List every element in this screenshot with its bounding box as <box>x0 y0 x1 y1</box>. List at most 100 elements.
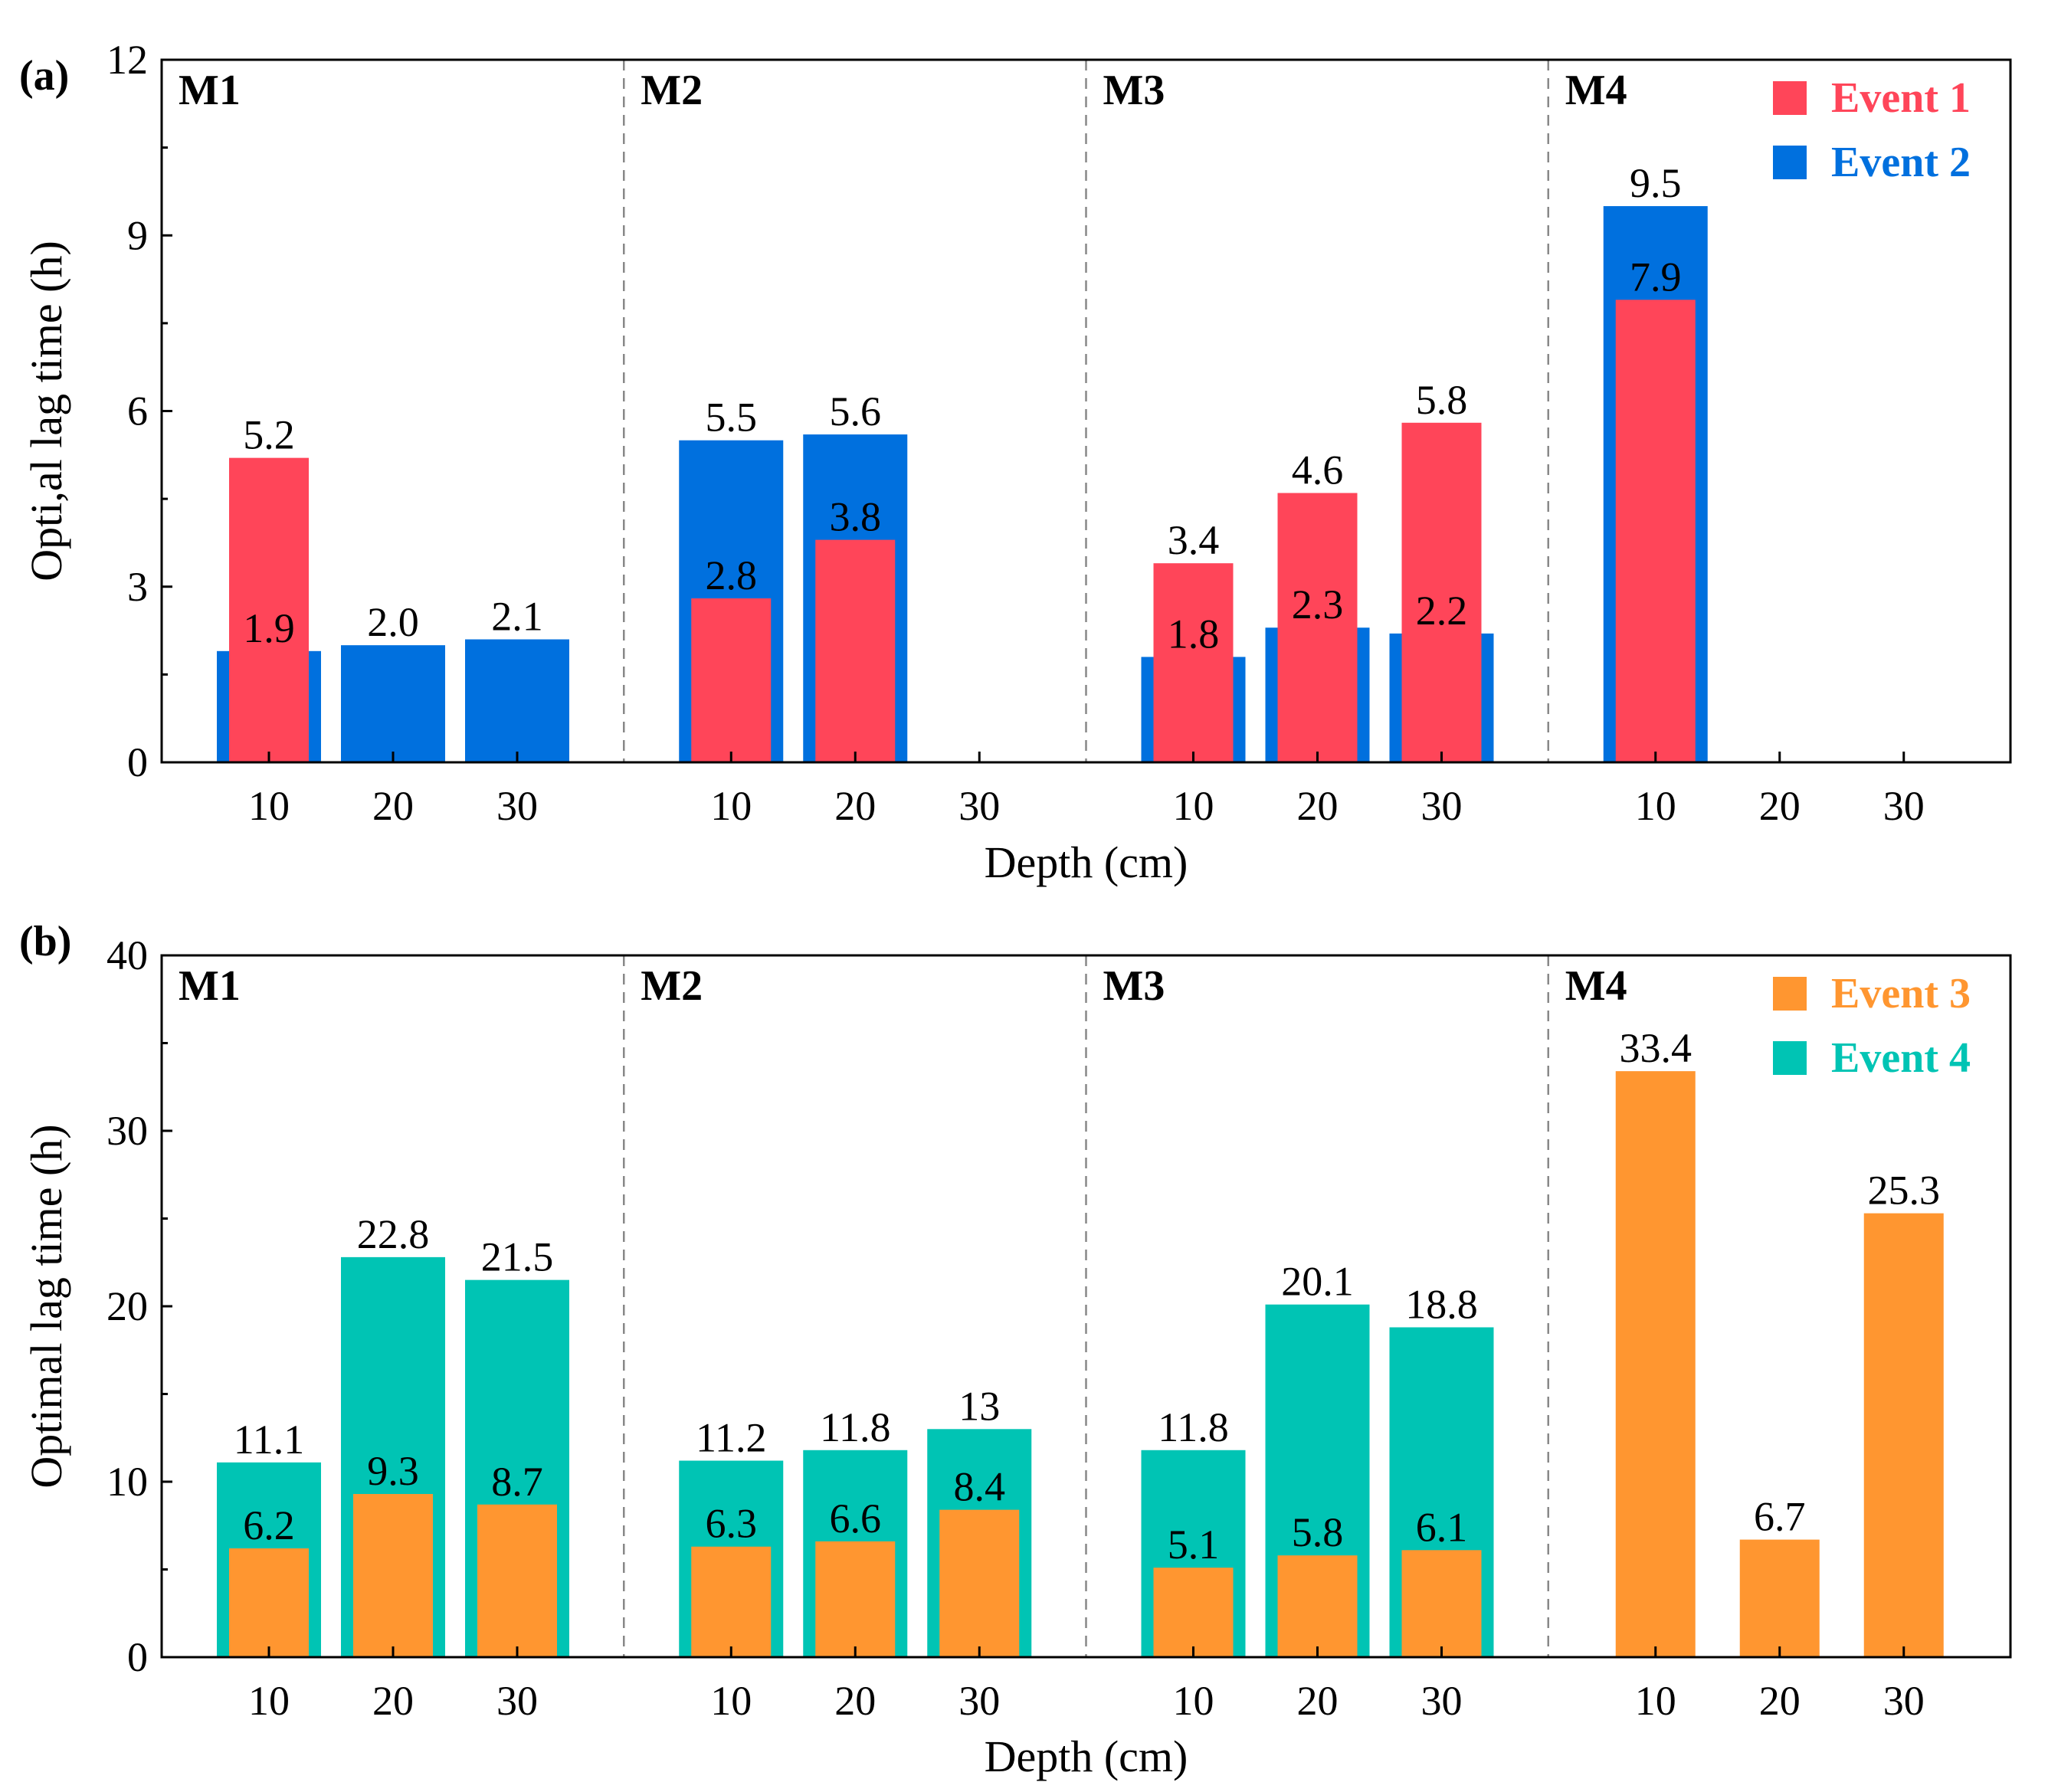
panel-b-group-label-m3: M3 <box>1103 962 1165 1010</box>
panel-a-bar-event-1 <box>229 457 309 762</box>
panel-a-x-tick-label: 30 <box>496 783 538 829</box>
panel-a-x-tick-label: 30 <box>1421 783 1463 829</box>
panel-b-data-label-event-3: 8.4 <box>954 1464 1006 1510</box>
panel-a-data-label-event-2: 9.5 <box>1630 160 1682 206</box>
panel-a-group-label-m3: M3 <box>1103 67 1165 114</box>
panel-b-bar-event-3 <box>1277 1555 1358 1657</box>
panel-a-bar-event-1 <box>1153 563 1234 762</box>
panel-b-data-label-event-4: 11.1 <box>234 1417 305 1463</box>
panel-b-data-label-event-3: 6.2 <box>243 1502 295 1548</box>
panel-b-x-axis-title: Depth (cm) <box>985 1731 1188 1781</box>
panel-a-bar-event-1 <box>691 598 772 762</box>
panel-b-data-label-event-4: 21.5 <box>481 1234 554 1280</box>
panel-b-data-label-event-3: 8.7 <box>491 1459 543 1505</box>
panel-b-x-tick-label: 30 <box>958 1678 1000 1724</box>
panel-a-legend-label-event-1: Event 1 <box>1831 74 1971 122</box>
panel-b-bar-event-3 <box>1615 1071 1696 1657</box>
panel-b-legend-label-event-3: Event 3 <box>1831 970 1971 1017</box>
panel-b-group-label-m4: M4 <box>1565 962 1627 1010</box>
panel-a-data-label-event-2: 2.3 <box>1292 581 1344 627</box>
panel-b-data-label-event-4: 13 <box>958 1383 1000 1429</box>
panel-b-legend-label-event-4: Event 4 <box>1831 1034 1971 1082</box>
panel-a-data-label-event-1: 5.8 <box>1416 377 1468 423</box>
panel-a-x-tick-label: 10 <box>1635 783 1676 829</box>
panel-a-data-label-event-2: 5.5 <box>706 395 758 441</box>
panel-b-bar-event-3 <box>939 1509 1020 1657</box>
panel-a-legend-label-event-2: Event 2 <box>1831 139 1971 186</box>
panel-a-data-label-event-1: 2.8 <box>706 552 758 598</box>
panel-b-bar-event-3 <box>1863 1213 1944 1657</box>
panel-b-legend-swatch-event-3 <box>1773 977 1807 1011</box>
panel-a-legend-swatch-event-1 <box>1773 81 1807 115</box>
panel-a-x-tick-label: 10 <box>1173 783 1214 829</box>
panel-b-legend-swatch-event-4 <box>1773 1041 1807 1075</box>
panel-a-data-label-event-2: 1.9 <box>243 605 295 651</box>
panel-a-x-tick-label: 30 <box>1883 783 1925 829</box>
panel-b-x-tick-label: 20 <box>1297 1678 1339 1724</box>
panel-a-y-tick-label: 6 <box>127 388 148 434</box>
panel-a-x-tick-label: 20 <box>834 783 876 829</box>
panel-b-data-label-event-3: 6.3 <box>706 1501 758 1547</box>
panel-a-y-tick-label: 9 <box>127 212 148 258</box>
panel-a-data-label-event-2: 1.8 <box>1168 611 1220 657</box>
panel-b-data-label-event-4: 22.8 <box>357 1211 430 1257</box>
panel-b-x-tick-label: 10 <box>1635 1678 1676 1724</box>
panel-a-group-label-m2: M2 <box>641 67 703 114</box>
panel-a-data-label-event-2: 2.1 <box>491 594 543 640</box>
panel-b-data-label-event-3: 5.8 <box>1292 1509 1344 1555</box>
panel-b-x-tick-label: 10 <box>1173 1678 1214 1724</box>
panel-b-bar-event-3 <box>691 1546 772 1657</box>
panel-b-data-label-event-4: 18.8 <box>1405 1281 1478 1327</box>
panel-b-bar-event-3 <box>477 1504 557 1657</box>
panel-b-data-label-event-3: 5.1 <box>1168 1522 1220 1568</box>
panel-b-data-label-event-3: 9.3 <box>367 1448 419 1494</box>
panel-b-bar-event-3 <box>815 1541 896 1657</box>
panel-b-y-tick-label: 40 <box>106 932 148 978</box>
panel-a-data-label-event-2: 2.0 <box>367 599 419 645</box>
panel-a-data-label-event-2: 5.6 <box>830 388 882 434</box>
panel-a-x-axis-title: Depth (cm) <box>985 837 1188 887</box>
panel-b-x-tick-label: 30 <box>1883 1678 1925 1724</box>
panel-b-bar-event-3 <box>1739 1539 1820 1657</box>
panel-b-data-label-event-3: 6.7 <box>1754 1494 1806 1540</box>
panel-b-data-label-event-3: 6.1 <box>1416 1504 1468 1550</box>
panel-b-x-tick-label: 20 <box>834 1678 876 1724</box>
panel-a-x-tick-label: 10 <box>710 783 752 829</box>
panel-b-y-tick-label: 20 <box>106 1283 148 1329</box>
panel-a-y-tick-label: 3 <box>127 564 148 610</box>
panel-a-legend-swatch-event-2 <box>1773 146 1807 179</box>
panel-a-x-tick-label: 20 <box>1759 783 1801 829</box>
panel-b-bar-event-3 <box>1153 1568 1234 1657</box>
panel-a-bar-event-1 <box>1615 300 1696 762</box>
panel-a-data-label-event-1: 3.8 <box>830 494 882 540</box>
panel-a-label: (a) <box>19 52 69 100</box>
panel-b-x-tick-label: 20 <box>1759 1678 1801 1724</box>
panel-a-group-label-m4: M4 <box>1565 67 1627 114</box>
panel-b-y-tick-label: 10 <box>106 1459 148 1505</box>
panel-a-data-label-event-2: 2.2 <box>1416 588 1468 634</box>
panel-a-data-label-event-1: 3.4 <box>1168 517 1220 563</box>
panel-a-x-tick-label: 30 <box>958 783 1000 829</box>
panel-b-data-label-event-4: 11.8 <box>1158 1404 1229 1450</box>
panel-b-y-tick-label: 30 <box>106 1108 148 1154</box>
panel-a-x-tick-label: 10 <box>248 783 290 829</box>
panel-a-y-tick-label: 12 <box>106 37 148 83</box>
panel-b-x-tick-label: 10 <box>248 1678 290 1724</box>
panel-b-bar-event-3 <box>229 1548 309 1657</box>
panel-b-bar-event-3 <box>1401 1550 1482 1657</box>
panel-a-bar-event-1 <box>1401 422 1482 762</box>
panel-b-data-label-event-3: 25.3 <box>1868 1168 1941 1214</box>
panel-a-bar-event-2 <box>341 645 445 762</box>
panel-a-y-tick-label: 0 <box>127 739 148 785</box>
panel-a-x-tick-label: 20 <box>372 783 414 829</box>
panel-b-y-axis-title: Optimal lag time (h) <box>21 1124 71 1488</box>
panel-b-x-tick-label: 30 <box>496 1678 538 1724</box>
panel-b-x-tick-label: 30 <box>1421 1678 1463 1724</box>
panel-a-bar-event-2 <box>465 639 569 762</box>
panel-a-data-label-event-1: 5.2 <box>243 412 295 458</box>
panel-a-bar-event-1 <box>1277 493 1358 762</box>
panel-b-y-tick-label: 0 <box>127 1634 148 1680</box>
panel-a-x-tick-label: 20 <box>1297 783 1339 829</box>
panel-a-data-label-event-1: 4.6 <box>1292 447 1344 493</box>
